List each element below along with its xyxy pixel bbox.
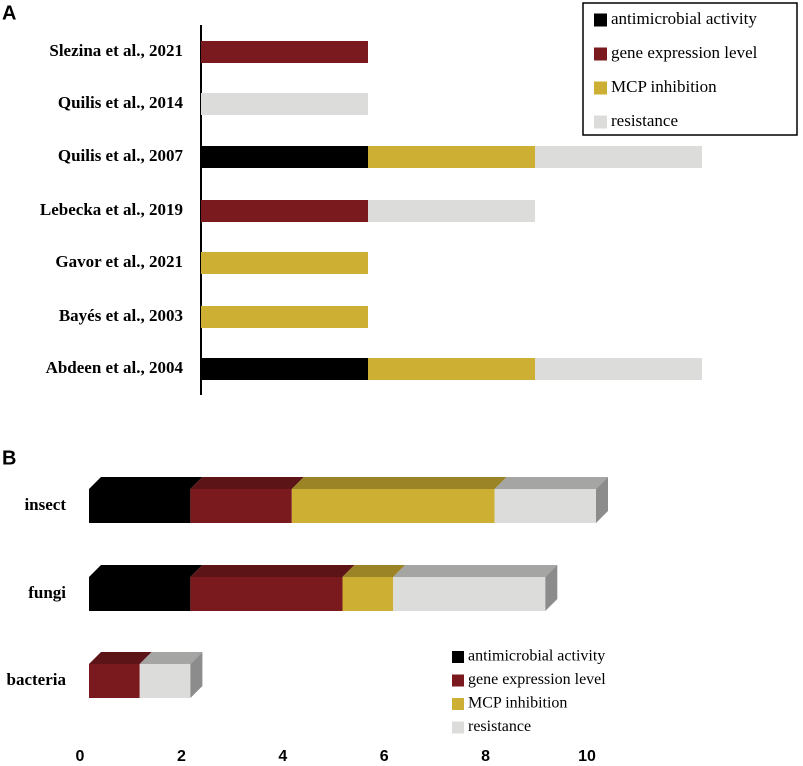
legend-label: antimicrobial activity	[611, 9, 757, 28]
panel-label: A	[2, 2, 16, 24]
bar-segment	[201, 93, 368, 115]
legend-label: antimicrobial activity	[468, 648, 605, 665]
bar-segment	[368, 200, 535, 222]
legend-swatch	[452, 651, 464, 663]
category-label: Gavor et al., 2021	[55, 252, 183, 271]
category-label: Bayés et al., 2003	[59, 306, 183, 325]
legend-swatch	[594, 115, 607, 129]
bar-segment	[139, 664, 191, 698]
bar-top-face	[291, 477, 507, 489]
bar-top-face	[139, 652, 203, 664]
legend-label: MCP inhibition	[468, 695, 567, 712]
category-label: Abdeen et al., 2004	[46, 358, 184, 377]
bar-segment	[201, 41, 368, 63]
bar-top-face	[190, 477, 304, 489]
x-tick-label: 6	[380, 748, 389, 765]
bar-segment	[494, 489, 596, 523]
bar-segment	[393, 577, 546, 611]
x-tick-label: 10	[578, 748, 596, 765]
bar-segment	[201, 200, 368, 222]
legend-label: gene expression level	[468, 671, 606, 688]
legend-swatch	[452, 721, 464, 734]
bar-top-face	[393, 565, 558, 577]
bar-segment	[291, 489, 495, 523]
category-label: Slezina et al., 2021	[49, 41, 183, 60]
bar-top-face	[89, 565, 203, 577]
bar-segment	[201, 146, 368, 168]
bar-segment	[535, 358, 702, 380]
bar-segment	[190, 577, 343, 611]
legend-label: gene expression level	[611, 43, 758, 62]
bar-segment	[535, 146, 702, 168]
bar-end-face	[190, 652, 203, 698]
legend-swatch	[452, 698, 464, 710]
panel-label: B	[2, 447, 16, 469]
x-tick-label: 8	[481, 748, 490, 765]
x-tick-label: 2	[177, 748, 186, 765]
category-label: fungi	[28, 583, 66, 602]
bar-segment	[89, 489, 191, 523]
legend-swatch	[452, 674, 464, 687]
bar-segment	[368, 358, 535, 380]
legend-label: resistance	[611, 111, 678, 130]
bar-top-face	[89, 477, 203, 489]
bar-segment	[190, 489, 292, 523]
legend-box	[582, 2, 798, 136]
bar-segment	[89, 664, 140, 698]
category-label: Quilis et al., 2007	[58, 146, 184, 165]
legend-swatch	[594, 47, 607, 61]
legend-label: MCP inhibition	[611, 77, 717, 96]
legend-label: resistance	[468, 718, 531, 735]
category-label: bacteria	[7, 670, 67, 689]
bar-end-face	[596, 477, 608, 523]
bar-top-face	[89, 652, 152, 664]
bar-top-face	[494, 477, 608, 489]
bar-segment	[201, 358, 368, 380]
bar-segment	[201, 306, 368, 328]
x-tick-label: 4	[278, 748, 287, 765]
bar-segment	[201, 252, 368, 274]
bar-top-face	[342, 565, 406, 577]
bar-top-face	[190, 565, 355, 577]
bar-segment	[89, 577, 191, 611]
legend-swatch	[594, 13, 607, 27]
bar-segment	[368, 146, 535, 168]
legend-swatch	[594, 81, 607, 95]
bar-segment	[342, 577, 394, 611]
category-label: Lebecka et al., 2019	[40, 200, 183, 219]
category-label: Quilis et al., 2014	[58, 93, 184, 112]
x-tick-label: 0	[76, 748, 85, 765]
bar-end-face	[545, 565, 558, 611]
category-label: insect	[24, 495, 66, 514]
